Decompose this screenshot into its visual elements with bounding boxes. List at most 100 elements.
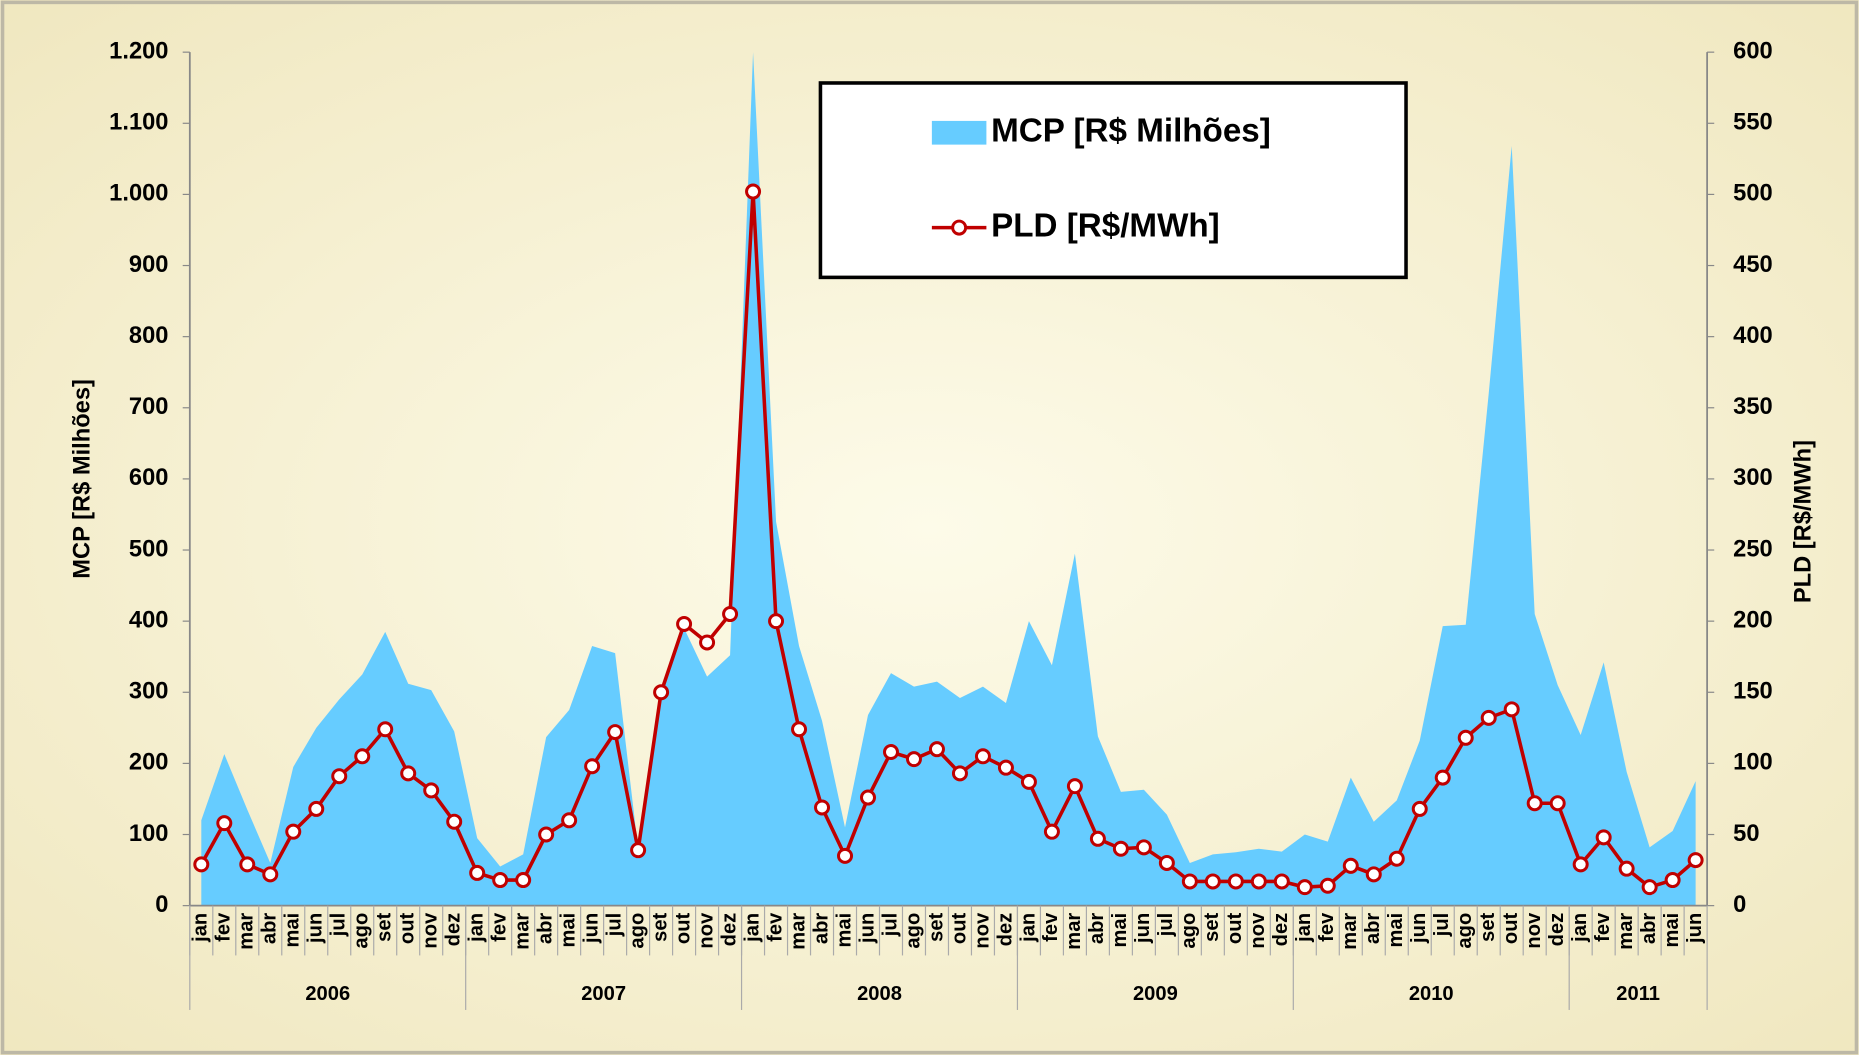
marker [193,856,210,873]
marker [1457,729,1474,746]
legend-box [818,81,1408,280]
x-tick-label: jul [1431,913,1453,938]
x-tick-label: jan [1569,913,1591,943]
y2-tick-label: 550 [1733,110,1773,136]
group-label: 2007 [581,983,626,1005]
legend-marker [951,219,968,236]
x-tick-label: jul [603,913,625,938]
marker [837,847,854,864]
marker [1664,872,1681,889]
marker [446,813,463,830]
x-tick-label: mar [236,913,258,950]
x-tick-label: jan [741,913,763,943]
marker [860,789,877,806]
y-tick-label: 1.200 [109,38,168,64]
x-tick-label: out [672,912,694,944]
y-tick-label: 400 [129,607,169,633]
marker [1135,839,1152,856]
x-tick-label: fev [1592,912,1614,942]
marker [928,741,945,758]
marker [262,866,279,883]
marker [1181,873,1198,890]
x-tick-label: dez [443,913,465,947]
x-tick-label: jun [856,913,878,944]
y2-tick-label: 500 [1733,181,1773,207]
marker [882,744,899,761]
marker [745,183,762,200]
x-tick-label: out [948,912,970,944]
y-axis-title: MCP [R$ Milhões] [69,379,95,579]
marker [607,724,624,741]
x-tick-label: ago [1178,913,1200,949]
x-tick-label: ago [626,913,648,949]
group-label: 2006 [305,983,350,1005]
x-tick-label: fev [213,912,235,942]
marker [1342,857,1359,874]
y2-tick-label: 400 [1733,323,1773,349]
x-tick-label: fev [764,912,786,942]
marker [331,768,348,785]
marker [377,721,394,738]
x-tick-label: out [1224,912,1246,944]
marker [1296,879,1313,896]
x-tick-label: nov [1247,912,1269,949]
marker [1020,773,1037,790]
group-label: 2009 [1133,983,1178,1005]
x-tick-label: fev [1040,912,1062,942]
x-tick-label: mar [1063,913,1085,950]
marker [1365,866,1382,883]
x-tick-label: jan [466,913,488,943]
x-tick-label: mai [282,913,304,948]
x-tick-label: ago [902,913,924,949]
y-tick-label: 100 [129,821,169,847]
marker [1641,879,1658,896]
x-tick-label: mai [557,913,579,948]
y2-tick-label: 0 [1733,892,1746,918]
marker [285,823,302,840]
x-tick-label: set [1201,912,1223,941]
marker [538,826,555,843]
marker [308,800,325,817]
marker [1595,829,1612,846]
x-tick-label: jun [1408,913,1430,944]
marker [1434,769,1451,786]
y-tick-label: 1.000 [109,181,168,207]
x-tick-label: set [925,912,947,941]
y-tick-label: 1.100 [109,110,168,136]
y-tick-label: 600 [129,465,169,491]
x-tick-label: fev [1316,912,1338,942]
x-tick-label: jan [190,913,212,943]
marker [1227,873,1244,890]
marker [1549,795,1566,812]
area [201,52,1696,906]
x-tick-label: nov [1523,912,1545,949]
x-tick-label: jul [1155,913,1177,938]
legend-label: PLD [R$/MWh] [991,207,1220,244]
marker [1158,854,1175,871]
marker [653,684,670,701]
x-tick-label: set [1477,912,1499,941]
x-tick-label: ago [351,913,373,949]
y2-tick-label: 300 [1733,465,1773,491]
y2-tick-label: 100 [1733,750,1773,776]
marker [423,782,440,799]
marker [1618,860,1635,877]
marker [469,864,486,881]
marker [974,748,991,765]
marker [1503,701,1520,718]
x-tick-label: out [397,912,419,944]
y-tick-label: 800 [129,323,169,349]
x-tick-label: abr [534,913,556,945]
marker [216,815,233,832]
x-tick-label: abr [1086,913,1108,945]
marker [1572,856,1589,873]
marker [1273,873,1290,890]
x-tick-label: jul [328,913,350,938]
group-label: 2011 [1616,983,1660,1005]
marker [1043,823,1060,840]
marker [1687,852,1704,869]
x-tick-label: nov [695,912,717,949]
x-tick-label: mar [511,913,533,950]
